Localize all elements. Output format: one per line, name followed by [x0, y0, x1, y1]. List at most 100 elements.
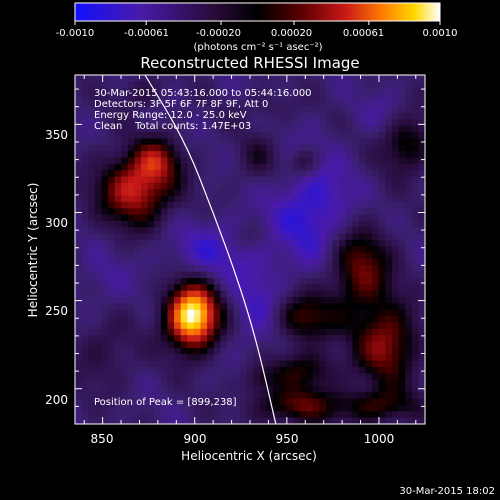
heatmap-cell [101, 182, 109, 190]
heatmap-cell [325, 227, 334, 235]
heatmap-cell [391, 284, 400, 292]
heatmap-cell [405, 94, 413, 101]
heatmap-cell [226, 170, 234, 178]
heatmap-cell [134, 398, 142, 406]
heatmap-cell [147, 322, 155, 330]
heatmap-cell [306, 360, 314, 368]
heatmap-cell [312, 373, 320, 381]
heatmap-cell [332, 379, 340, 387]
heatmap-cell [213, 265, 221, 273]
heatmap-cell [352, 239, 360, 247]
heatmap-cell [180, 354, 188, 362]
heatmap-cell [101, 170, 109, 178]
heatmap-cell [114, 94, 122, 101]
heatmap-cell [81, 144, 89, 152]
heatmap-cell [108, 290, 116, 298]
heatmap-cell [391, 360, 400, 368]
heatmap-cell [418, 404, 425, 412]
heatmap-cell [167, 239, 175, 247]
heatmap-cell [253, 208, 261, 216]
heatmap-cell [193, 189, 201, 197]
heatmap-cell [411, 385, 419, 393]
heatmap-cell [411, 195, 419, 203]
heatmap-cell [127, 195, 135, 203]
heatmap-cell [220, 113, 228, 120]
heatmap-cell [365, 322, 373, 330]
heatmap-cell [398, 157, 406, 165]
heatmap-cell [273, 303, 281, 311]
heatmap-cell [352, 227, 360, 235]
heatmap-cell [253, 144, 261, 152]
heatmap-cell [259, 252, 268, 260]
heatmap-cell [253, 354, 261, 362]
heatmap-cell [207, 316, 215, 323]
heatmap-cell [180, 259, 188, 266]
heatmap-cell [81, 138, 89, 146]
heatmap-cell [160, 94, 168, 101]
heatmap-cell [114, 316, 122, 323]
heatmap-cell [299, 297, 307, 304]
heatmap-cell [233, 347, 241, 355]
heatmap-cell [405, 227, 413, 235]
heatmap-cell [81, 75, 89, 82]
heatmap-cell [352, 259, 360, 266]
heatmap-cell [160, 220, 168, 228]
heatmap-cell [325, 404, 334, 412]
heatmap-cell [319, 220, 327, 228]
heatmap-cell [405, 360, 413, 368]
heatmap-cell [253, 284, 261, 292]
heatmap-cell [299, 132, 307, 139]
heatmap-cell [160, 417, 168, 424]
heatmap-cell [358, 163, 367, 171]
heatmap-cell [306, 290, 314, 298]
heatmap-cell [292, 75, 301, 82]
heatmap-cell [391, 182, 400, 190]
heatmap-cell [352, 125, 360, 133]
heatmap-cell [259, 157, 268, 165]
heatmap-cell [114, 404, 122, 412]
heatmap-cell [332, 290, 340, 298]
heatmap-cell [319, 265, 327, 273]
heatmap-cell [398, 106, 406, 114]
heatmap-cell [358, 106, 367, 114]
heatmap-cell [81, 119, 89, 127]
heatmap-cell [81, 100, 89, 108]
heatmap-cell [398, 227, 406, 235]
heatmap-cell [193, 411, 201, 419]
heatmap-cell [180, 94, 188, 101]
heatmap-cell [167, 265, 175, 273]
heatmap-cell [147, 189, 155, 197]
heatmap-cell [273, 354, 281, 362]
heatmap-cell [193, 81, 201, 89]
heatmap-cell [154, 379, 162, 387]
heatmap-cell [398, 201, 406, 209]
heatmap-cell [207, 81, 215, 89]
heatmap-cell [279, 252, 287, 260]
heatmap-cell [398, 398, 406, 406]
heatmap-cell [279, 335, 287, 343]
heatmap-cell [345, 303, 353, 311]
heatmap-cell [75, 195, 83, 203]
heatmap-cell [121, 81, 129, 89]
heatmap-cell [345, 309, 353, 317]
heatmap-cell [411, 259, 419, 266]
heatmap-cell [306, 233, 314, 241]
heatmap-cell [81, 379, 89, 387]
heatmap-cell [253, 316, 261, 323]
heatmap-cell [372, 81, 380, 89]
heatmap-cell [246, 201, 254, 209]
heatmap-cell [266, 379, 274, 387]
heatmap-cell [378, 75, 386, 82]
heatmap-cell [226, 360, 234, 368]
colorbar-tick-label: -0.0010 [56, 28, 95, 39]
heatmap-cell [88, 265, 96, 273]
heatmap-cell [332, 366, 340, 374]
heatmap-cell [372, 125, 380, 133]
heatmap-cell [246, 290, 254, 298]
heatmap-cell [180, 151, 188, 158]
heatmap-cell [339, 87, 347, 95]
heatmap-cell [372, 265, 380, 273]
heatmap-cell [127, 239, 135, 247]
heatmap-cell [220, 316, 228, 323]
heatmap-cell [187, 151, 195, 158]
